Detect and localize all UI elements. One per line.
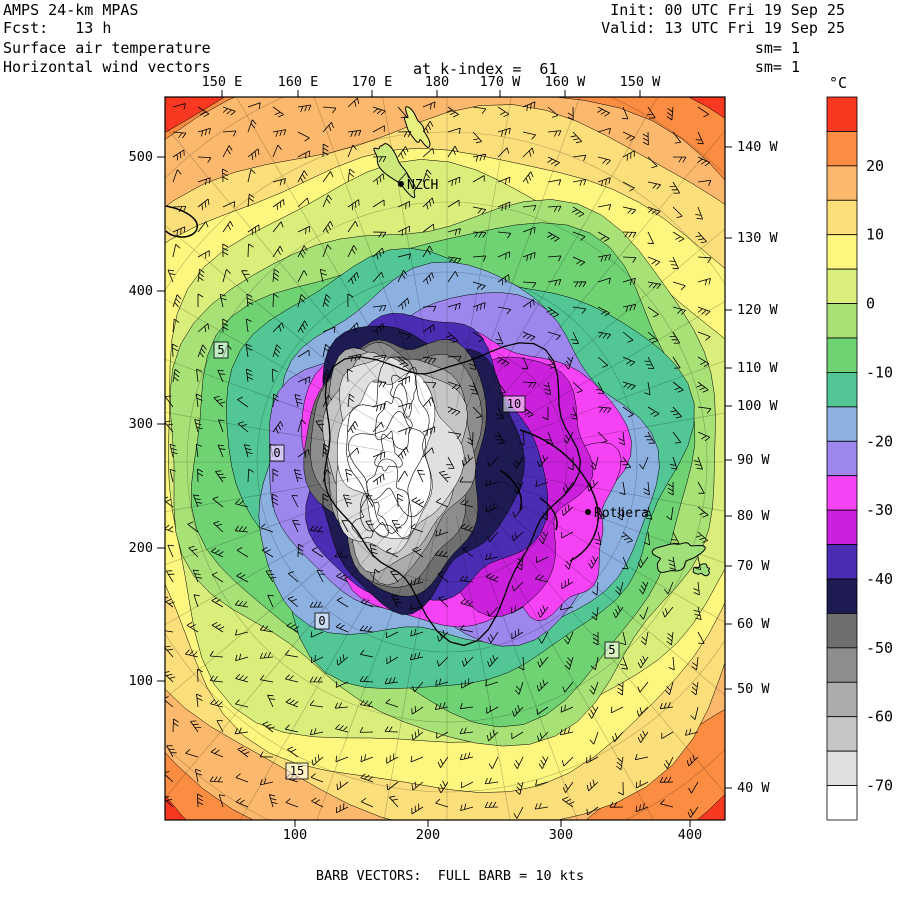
forecast-hour: Fcst: 13 h [3, 19, 112, 37]
colorbar-tick-label: -50 [866, 639, 893, 657]
field-title: Surface air temperature [3, 39, 211, 57]
colorbar-cell [826, 578, 858, 614]
colorbar-cell [826, 268, 858, 304]
svg-text:0: 0 [273, 446, 280, 460]
colorbar-cell [826, 165, 858, 201]
right-axis-label: 110 W [737, 360, 779, 376]
colorbar-cell [826, 337, 858, 373]
svg-text:15: 15 [290, 764, 304, 778]
right-axis-label: 60 W [737, 616, 770, 632]
k-index-label: at k-index = 61 [413, 60, 558, 78]
colorbar-tick-label: -70 [866, 777, 893, 795]
plateau-contours [346, 356, 432, 540]
colorbar-cell [826, 613, 858, 649]
right-axis-label: 90 W [737, 452, 770, 468]
islands [373, 106, 710, 577]
colorbar-tick-label: -30 [866, 501, 893, 519]
colorbar-title: °C [829, 74, 847, 92]
colorbar-tick-label: 20 [866, 157, 884, 175]
colorbar-cell [826, 96, 858, 132]
right-axis-label: 80 W [737, 508, 770, 524]
station-marker [398, 181, 404, 187]
svg-text:0: 0 [318, 614, 325, 628]
colorbar-cell [826, 681, 858, 718]
colorbar-cell [826, 785, 858, 821]
colorbar-cell [826, 234, 858, 270]
colorbar-tick-label: -40 [866, 570, 893, 588]
svg-text:5: 5 [217, 343, 224, 357]
colorbar-cell [826, 509, 858, 545]
top-axis-label: 160 E [278, 74, 319, 90]
y-axis-label: 200 [129, 540, 153, 556]
x-axis-label: 200 [416, 827, 440, 843]
right-axis-label: 140 W [737, 139, 779, 155]
plot-frame [164, 96, 726, 821]
station-label: NZCH [407, 178, 438, 193]
colorbar-cell [826, 750, 858, 786]
model-name: AMPS 24-km MPAS [3, 1, 139, 19]
valid-time: Valid: 13 UTC Fri 19 Sep 25 [601, 19, 845, 37]
x-axis-label: 400 [678, 827, 702, 843]
y-axis-label: 300 [129, 416, 153, 432]
colorbar-tick-label: -10 [866, 363, 893, 381]
x-axis-label: 300 [549, 827, 573, 843]
colorbar: °C 20 10 0 -10 -20 -30 -40 -50 -60 -70 [826, 74, 893, 821]
svg-text:5: 5 [608, 643, 615, 657]
x-axis-label: 100 [283, 827, 307, 843]
y-axis-label: 400 [129, 283, 153, 299]
right-axis-label: 50 W [737, 681, 770, 697]
colorbar-cell [826, 406, 858, 442]
colorbar-cell [826, 647, 858, 683]
coastlines [165, 205, 599, 647]
top-axis-label: 180 [425, 74, 449, 90]
colorbar-tick-label: 0 [866, 295, 875, 313]
colorbar-tick-label: 10 [866, 226, 884, 244]
footer: BARB VECTORS: FULL BARB = 10 kts CONTOUR… [0, 838, 900, 900]
top-axis-label: 150 W [620, 74, 662, 90]
colorbar-tick-label: -20 [866, 432, 893, 450]
contour-value-labels: 5 10 0 0 5 15 [213, 341, 620, 780]
right-axis-label: 70 W [737, 558, 770, 574]
colorbar-cell [826, 440, 858, 477]
y-axis-label: 100 [129, 673, 153, 689]
colorbar-cell [826, 303, 858, 339]
top-axis-label: 170 E [352, 74, 393, 90]
smoothing-label-2: sm= 1 [754, 58, 800, 76]
colorbar-tick-label: -60 [866, 708, 893, 726]
colorbar-cell [826, 131, 858, 167]
right-axis-label: 120 W [737, 302, 779, 318]
colorbar-cell [826, 199, 858, 236]
stations: NZCH Rothera [398, 178, 649, 521]
station-marker [585, 509, 591, 515]
init-time: Init: 00 UTC Fri 19 Sep 25 [610, 1, 845, 19]
colorbar-cell [826, 372, 858, 408]
smoothing-label-1: sm= 1 [754, 39, 800, 57]
right-axis-label: 40 W [737, 780, 770, 796]
wind-barbs [165, 97, 712, 819]
top-axis-label: 150 E [202, 74, 243, 90]
top-axis-label: 160 W [545, 74, 587, 90]
station-label: Rothera [594, 506, 649, 521]
svg-text:10: 10 [507, 397, 521, 411]
right-axis-label: 130 W [737, 230, 779, 246]
colorbar-cell [826, 716, 858, 752]
field-subtitle: Horizontal wind vectors [3, 58, 211, 76]
y-axis-label: 500 [129, 149, 153, 165]
colorbar-cell [826, 544, 858, 580]
right-axis-label: 100 W [737, 398, 779, 414]
colorbar-cell [826, 475, 858, 511]
top-axis-label: 170 W [480, 74, 522, 90]
barb-legend: BARB VECTORS: FULL BARB = 10 kts [315, 868, 585, 884]
